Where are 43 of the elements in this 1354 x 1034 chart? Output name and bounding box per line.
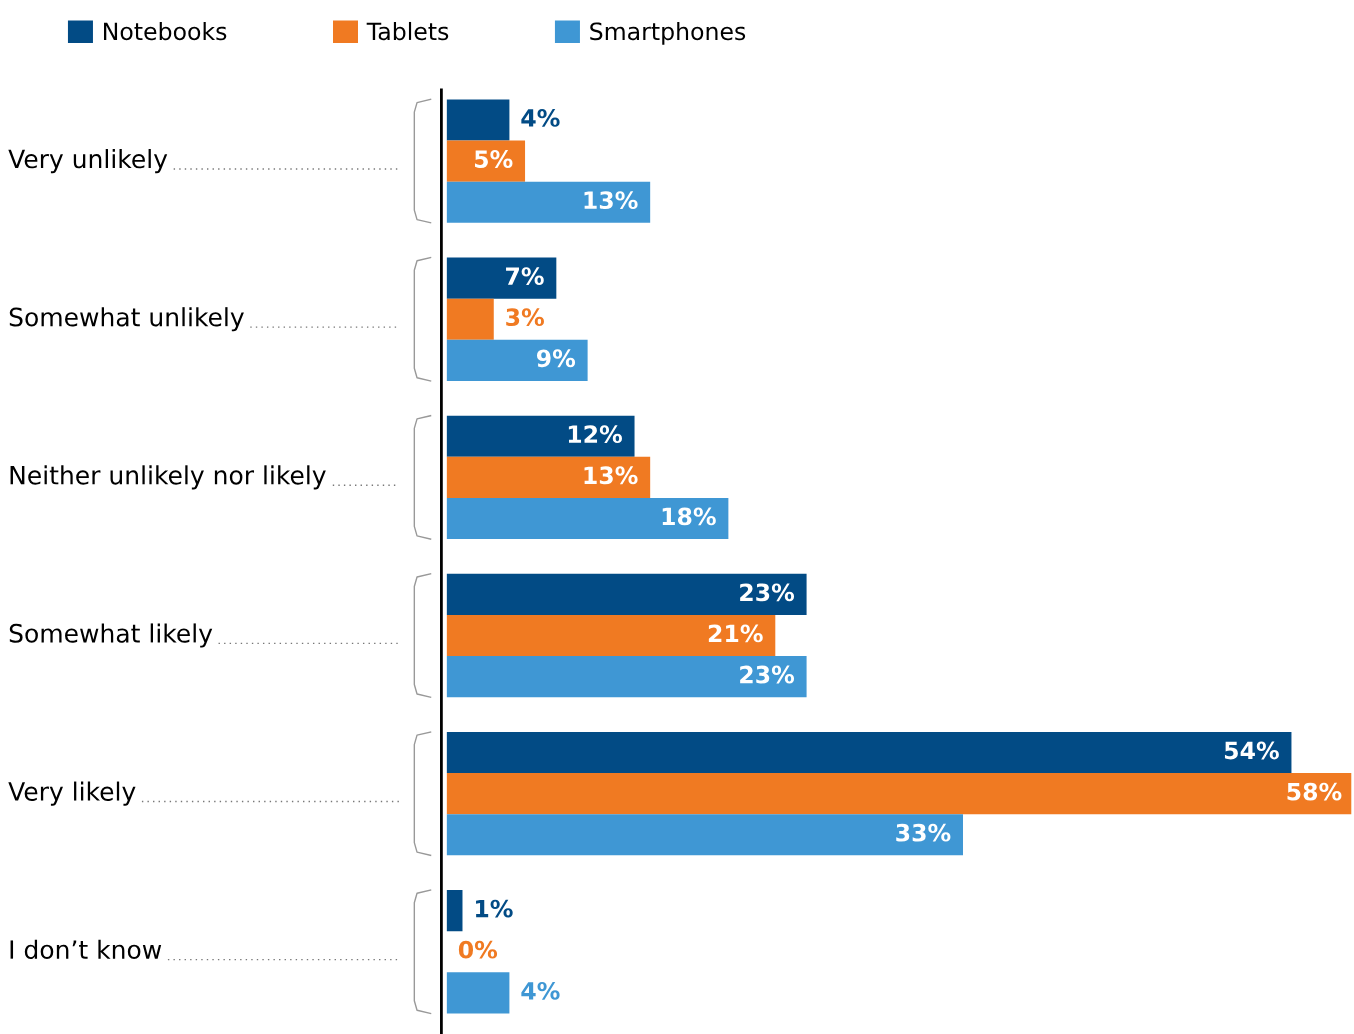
data-label: 4% [521,108,560,127]
bar [446,814,963,856]
data-label: 13% [584,191,638,210]
y-tick-label: Somewhat likely [9,623,213,648]
y-tick-label: Somewhat unlikely [9,307,244,332]
bar [446,181,651,223]
data-label: 18% [662,507,716,526]
legend-label: Tablets [366,21,449,41]
bar [446,415,635,457]
data-label: 12% [568,425,622,444]
legend-label: Notebooks [104,21,227,41]
data-label: 5% [474,150,513,168]
data-label: 58% [1287,782,1342,801]
data-label: 23% [740,583,795,602]
data-label: 4% [521,981,560,1000]
bar [446,339,588,381]
data-label: 13% [584,466,638,485]
bar [446,573,807,615]
bar [446,257,557,299]
bar [446,99,510,141]
data-label: 54% [1224,741,1279,760]
bar [446,140,526,182]
data-label: 1% [476,899,513,918]
data-label: 23% [740,665,795,684]
legend-label: Smartphones [590,21,746,45]
bar [446,731,1292,774]
bar [446,456,651,498]
data-label: 0% [458,940,498,959]
bar [446,656,807,698]
y-tick-label: Neither unlikely nor likely [10,465,326,490]
bar [446,298,494,340]
bar [446,614,776,657]
data-label: 3% [506,308,544,327]
data-label: 33% [896,823,951,842]
data-label: 21% [708,624,763,643]
bar [446,890,463,932]
data-label: 7% [506,267,544,285]
bar [446,972,510,1014]
y-tick-label: Very unlikely [8,149,168,174]
y-tick-label: Very likely [8,781,136,806]
bar [446,497,729,540]
y-tick-label: I don’t know [10,939,162,960]
data-label: 9% [536,349,576,368]
